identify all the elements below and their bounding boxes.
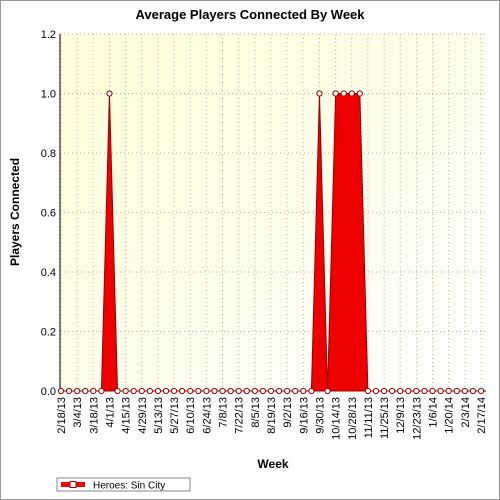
marker [356,90,363,97]
marker [267,387,275,395]
marker [138,387,145,395]
x-tick-label: 9/30/13 [314,397,326,434]
x-tick-label: 4/15/13 [121,397,133,434]
x-tick-label: 8/19/13 [266,397,278,434]
legend [56,477,191,492]
x-tick-label: 7/8/13 [218,397,230,428]
x-tick-label: 2/18/13 [56,397,68,434]
marker [324,387,331,395]
marker [130,387,137,395]
x-tick-label: 11/25/13 [379,397,391,439]
legend-marker [69,481,77,488]
marker [477,387,485,395]
marker [300,387,307,395]
x-axis-label: Week [257,457,288,471]
x-tick-label: 5/13/13 [153,397,165,434]
x-tick-label: 10/14/13 [331,397,343,440]
marker [316,90,323,97]
y-tick-label: 1.2 [41,29,56,41]
marker [469,387,477,395]
marker [187,387,194,395]
x-tick-label: 4/29/13 [137,397,149,434]
x-tick-label: 8/5/13 [250,397,262,428]
marker [453,387,460,395]
marker [154,387,162,395]
marker [308,387,315,395]
marker [90,387,97,395]
marker [332,90,339,97]
marker [235,387,242,395]
marker [211,387,218,395]
marker [251,387,258,395]
marker [275,387,283,395]
x-tick-label: 9/2/13 [282,397,294,428]
marker [292,387,299,395]
marker [429,387,436,395]
marker [364,387,372,395]
marker [380,387,388,395]
y-tick-label: 0.2 [41,327,56,339]
marker [421,387,428,395]
x-tick-label: 10/28/13 [347,397,359,440]
x-tick-label: 12/9/13 [395,397,407,434]
x-tick-label: 1/6/14 [428,397,440,428]
x-tick-label: 11/11/13 [363,397,375,438]
x-tick-label: 1/20/14 [444,397,456,434]
marker [405,387,412,395]
y-tick-label: 1.0 [41,89,56,101]
x-tick-label: 5/27/13 [169,397,181,434]
marker [389,387,396,395]
x-tick-label: 2/17/14 [476,397,488,434]
marker [74,387,81,395]
chart-title: Average Players Connected By Week [135,7,365,22]
marker [106,90,113,97]
y-tick-label: 0.0 [41,386,56,398]
marker [437,387,444,395]
legend-label: Heroes: Sin City [93,481,165,492]
x-tick-label: 2/3/14 [460,397,472,428]
marker [259,387,267,395]
y-axis-label: Players Connected [8,158,22,266]
marker [284,387,291,395]
x-tick-label: 3/18/13 [88,397,100,434]
marker [57,387,65,395]
marker [195,387,202,395]
marker [170,387,178,395]
marker [98,387,105,395]
marker [179,387,186,395]
marker [243,387,250,395]
marker [461,387,468,395]
marker [162,387,170,395]
marker [227,387,234,395]
marker [413,387,420,395]
marker [82,387,89,395]
marker [146,387,153,395]
x-tick-label: 9/16/13 [298,397,310,434]
x-tick-label: 4/1/13 [104,397,116,428]
x-tick-label: 7/22/13 [234,397,246,434]
y-tick-label: 0.4 [41,267,56,279]
marker [340,90,347,97]
marker [203,387,210,395]
marker [122,387,129,395]
marker [219,387,226,395]
marker [114,387,121,395]
marker [348,90,355,97]
y-tick-label: 0.6 [41,208,56,220]
x-tick-label: 6/24/13 [201,397,213,434]
marker [397,387,404,395]
x-tick-label: 3/4/13 [72,397,84,428]
marker [65,387,73,395]
marker [445,387,452,395]
x-tick-label: 12/23/13 [411,397,423,440]
y-tick-label: 0.8 [41,148,56,160]
x-tick-label: 6/10/13 [185,397,197,434]
marker [372,387,380,395]
